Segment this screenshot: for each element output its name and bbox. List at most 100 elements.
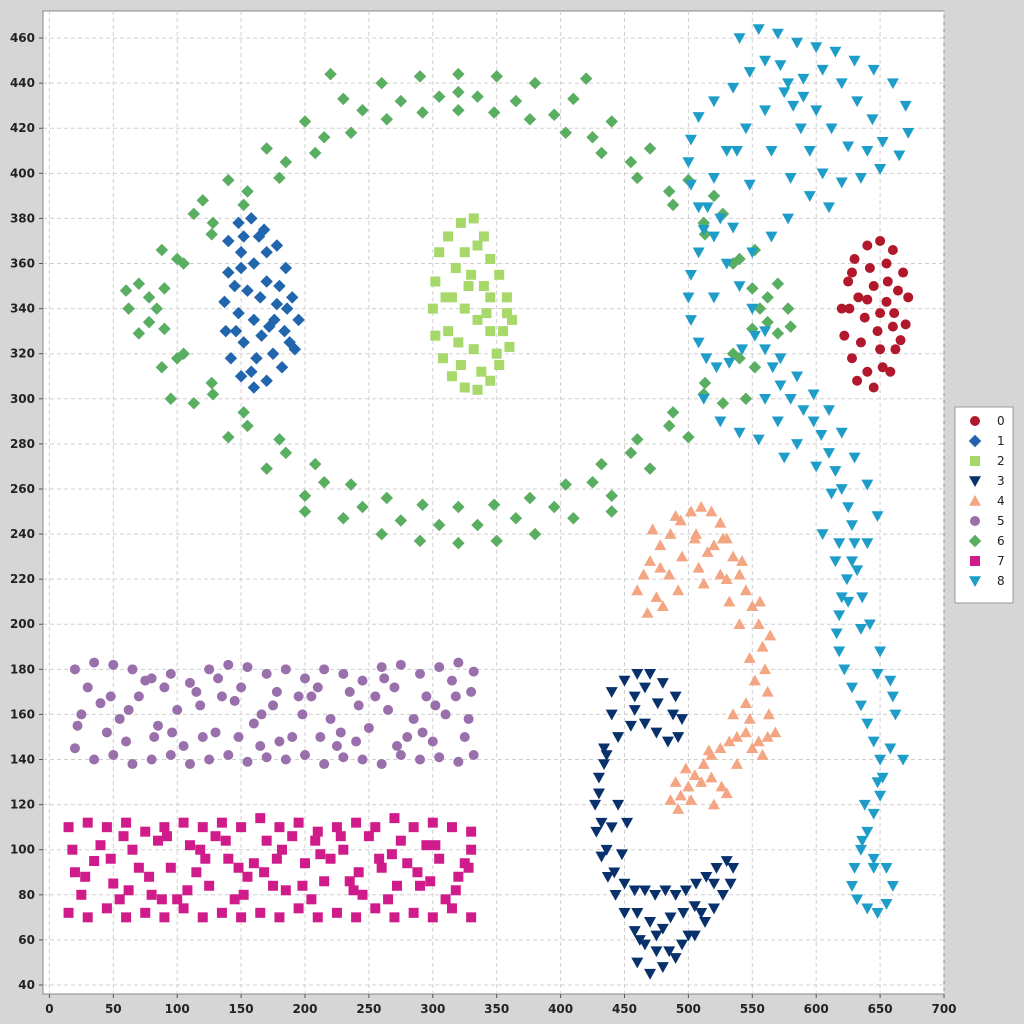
legend-item-6[interactable]: 6	[968, 534, 1005, 548]
data-point-series-3	[676, 939, 689, 951]
data-point-series-7	[210, 831, 221, 842]
data-point-series-2	[472, 314, 483, 325]
data-point-series-6	[490, 70, 503, 83]
data-point-series-6	[605, 115, 618, 128]
legend-item-8[interactable]: 8	[969, 574, 1005, 588]
data-point-series-6	[643, 462, 657, 475]
data-point-series-6	[490, 534, 503, 548]
legend-marker-1	[968, 434, 982, 448]
data-point-series-7	[114, 894, 125, 905]
data-point-series-1	[247, 313, 261, 327]
data-point-series-4	[720, 787, 733, 799]
data-point-series-7	[463, 862, 474, 873]
data-point-series-6	[432, 90, 446, 103]
legend-item-5[interactable]: 5	[970, 514, 1005, 528]
data-point-series-7	[466, 826, 477, 837]
series-0	[836, 235, 914, 393]
data-point-series-3	[595, 817, 608, 829]
data-point-series-6	[781, 302, 795, 315]
legend-item-0[interactable]: 0	[970, 414, 1005, 428]
data-point-series-6	[528, 76, 542, 90]
data-point-series-1	[279, 261, 293, 275]
y-tick-label: 140	[10, 753, 35, 767]
data-point-series-4	[727, 550, 740, 562]
data-point-series-7	[216, 817, 227, 828]
data-point-series-4	[714, 516, 727, 528]
data-point-series-6	[547, 500, 561, 514]
data-point-series-2	[450, 263, 461, 274]
data-point-series-7	[338, 844, 349, 855]
data-point-series-8	[782, 213, 795, 225]
y-tick-label: 400	[10, 166, 35, 180]
data-point-series-3	[608, 867, 621, 879]
data-point-series-8	[752, 24, 765, 36]
data-point-series-1	[222, 234, 235, 248]
data-point-series-5	[121, 736, 132, 747]
data-point-series-3	[656, 923, 669, 935]
legend-item-7[interactable]: 7	[970, 554, 1005, 568]
data-point-series-8	[835, 592, 848, 604]
data-point-series-7	[153, 835, 164, 846]
data-point-series-7	[434, 853, 445, 864]
data-point-series-5	[299, 673, 310, 684]
legend-item-3[interactable]: 3	[969, 474, 1005, 488]
data-point-series-7	[82, 912, 93, 923]
data-point-series-7	[259, 867, 270, 878]
data-point-series-5	[167, 727, 178, 738]
data-point-series-4	[654, 539, 667, 551]
data-point-series-1	[237, 230, 250, 243]
data-point-series-6	[142, 291, 156, 304]
data-point-series-7	[229, 894, 240, 905]
data-point-series-8	[854, 844, 867, 856]
data-point-series-7	[280, 885, 291, 896]
data-point-series-7	[261, 835, 272, 846]
data-point-series-6	[158, 282, 171, 295]
legend-item-4[interactable]: 4	[969, 494, 1005, 508]
legend-item-1[interactable]: 1	[968, 434, 1005, 448]
data-point-series-7	[178, 903, 189, 914]
data-point-series-5	[140, 675, 151, 686]
data-point-series-3	[628, 705, 641, 716]
data-point-series-3	[631, 957, 644, 969]
legend-label: 7	[997, 554, 1005, 568]
data-point-series-6	[375, 527, 388, 541]
data-point-series-7	[238, 889, 249, 900]
data-point-series-1	[234, 369, 248, 383]
data-point-series-6	[487, 106, 501, 119]
data-point-series-3	[710, 862, 723, 874]
data-point-series-0	[885, 366, 896, 377]
data-point-series-4	[733, 618, 746, 630]
data-point-series-6	[170, 351, 184, 365]
data-point-series-8	[848, 862, 861, 874]
data-point-series-6	[452, 500, 465, 514]
data-point-series-2	[463, 281, 474, 292]
data-point-series-7	[108, 878, 119, 889]
data-point-series-0	[892, 285, 903, 296]
data-point-series-7	[165, 862, 176, 873]
data-point-series-1	[245, 365, 258, 378]
data-point-series-7	[466, 912, 477, 923]
data-point-series-4	[733, 568, 746, 580]
data-point-series-4	[664, 528, 677, 539]
data-point-series-6	[142, 315, 156, 329]
data-point-series-7	[121, 912, 132, 923]
data-point-series-6	[666, 406, 680, 419]
data-point-series-0	[898, 267, 909, 278]
data-point-series-8	[835, 177, 848, 189]
data-point-series-8	[886, 691, 899, 703]
legend-item-2[interactable]: 2	[970, 454, 1005, 468]
data-point-series-8	[893, 150, 906, 162]
data-point-series-1	[237, 336, 250, 349]
data-point-series-4	[646, 523, 659, 535]
data-point-series-6	[122, 302, 135, 315]
data-point-series-3	[609, 889, 622, 901]
data-point-series-8	[797, 405, 810, 417]
x-tick-label: 450	[612, 1002, 637, 1016]
data-point-series-5	[229, 695, 240, 706]
data-point-series-2	[485, 254, 496, 265]
data-point-series-7	[159, 912, 170, 923]
data-point-series-5	[379, 673, 390, 684]
data-point-series-4	[759, 663, 772, 675]
data-point-series-5	[392, 740, 403, 751]
data-point-series-6	[164, 392, 178, 406]
